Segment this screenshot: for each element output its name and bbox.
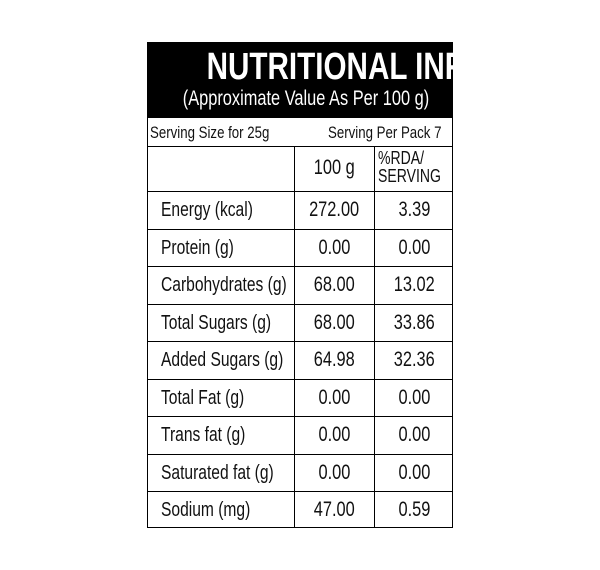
header-band: NUTRITIONAL INFORMATION (Approximate Val… bbox=[148, 43, 600, 118]
col-header-text: SERVING bbox=[378, 166, 441, 186]
rule bbox=[148, 416, 452, 417]
serving-size-text: Serving Size for 25g bbox=[150, 123, 270, 142]
value-100g-text: 0.00 bbox=[318, 235, 350, 259]
row-label-text: Added Sugars (g) bbox=[161, 349, 284, 371]
value-rda-text: 0.59 bbox=[398, 498, 430, 521]
serving-size: Serving Size for 25g bbox=[150, 121, 303, 145]
row-label: Total Sugars (g) bbox=[161, 311, 302, 335]
col-header: 100 g bbox=[294, 156, 374, 180]
value-rda: 33.86 bbox=[374, 311, 454, 335]
rule bbox=[148, 491, 452, 492]
value-100g: 68.00 bbox=[294, 273, 374, 297]
row-label-text: Trans fat (g) bbox=[161, 424, 246, 446]
value-rda: 0.00 bbox=[374, 423, 454, 447]
value-100g: 64.98 bbox=[294, 348, 374, 372]
value-rda: 0.00 bbox=[374, 461, 454, 485]
value-rda: 0.00 bbox=[374, 386, 454, 410]
row-label: Carbohydrates (g) bbox=[161, 273, 322, 297]
value-100g-text: 272.00 bbox=[308, 198, 360, 221]
row-label-text: Energy (kcal) bbox=[161, 199, 253, 221]
value-100g-text: 47.00 bbox=[313, 498, 355, 521]
value-100g: 47.00 bbox=[294, 498, 374, 522]
value-100g: 68.00 bbox=[294, 311, 374, 335]
value-100g: 0.00 bbox=[294, 423, 374, 447]
col-rule bbox=[374, 146, 375, 527]
rule bbox=[148, 453, 452, 455]
value-100g-text: 64.98 bbox=[313, 348, 355, 371]
subtitle-text: (Approximate Value As Per 100 g) bbox=[182, 87, 430, 110]
value-rda-text: 33.86 bbox=[393, 310, 435, 334]
row-label-text: Total Fat (g) bbox=[161, 386, 245, 409]
value-100g-text: 0.00 bbox=[318, 423, 350, 446]
rule bbox=[148, 228, 452, 230]
value-100g-text: 0.00 bbox=[318, 460, 350, 484]
row-label: Sodium (mg) bbox=[161, 498, 275, 522]
serving-per-pack-text: Serving Per Pack 7 bbox=[328, 123, 442, 142]
rule bbox=[148, 378, 452, 380]
col-header-text: %RDA/ bbox=[378, 148, 425, 168]
value-rda-text: 0.00 bbox=[398, 385, 430, 409]
row-label-text: Protein (g) bbox=[161, 236, 234, 259]
value-100g-text: 68.00 bbox=[313, 310, 355, 334]
col-header: SERVING bbox=[378, 166, 459, 186]
col-header: %RDA/ bbox=[378, 148, 437, 168]
rule bbox=[148, 341, 452, 342]
value-rda: 3.39 bbox=[374, 198, 454, 222]
value-rda: 0.00 bbox=[374, 236, 454, 260]
row-label-text: Sodium (mg) bbox=[161, 499, 251, 521]
value-rda: 32.36 bbox=[374, 348, 454, 372]
value-rda: 0.59 bbox=[374, 498, 454, 522]
value-rda-text: 0.00 bbox=[398, 235, 430, 259]
serving-per-pack: Serving Per Pack 7 bbox=[328, 121, 474, 145]
row-label: Trans fat (g) bbox=[161, 423, 269, 447]
row-label-text: Saturated fat (g) bbox=[161, 461, 274, 484]
nutrition-panel: NUTRITIONAL INFORMATION (Approximate Val… bbox=[147, 42, 600, 528]
value-100g-text: 68.00 bbox=[313, 273, 355, 296]
row-label: Total Fat (g) bbox=[161, 386, 268, 410]
rule bbox=[148, 303, 452, 305]
value-100g-text: 0.00 bbox=[318, 385, 350, 409]
value-100g: 0.00 bbox=[294, 461, 374, 485]
value-rda: 13.02 bbox=[374, 273, 454, 297]
row-label: Saturated fat (g) bbox=[161, 461, 306, 485]
row-label: Protein (g) bbox=[161, 236, 254, 260]
row-label-text: Total Sugars (g) bbox=[161, 311, 272, 334]
value-100g: 0.00 bbox=[294, 236, 374, 260]
col-rule bbox=[294, 146, 295, 527]
title-text: NUTRITIONAL INFORMATION bbox=[206, 46, 600, 88]
subtitle: (Approximate Value As Per 100 g) bbox=[148, 87, 452, 111]
rule bbox=[148, 191, 452, 192]
value-rda-text: 3.39 bbox=[398, 198, 430, 221]
value-rda-text: 0.00 bbox=[398, 460, 430, 484]
rule bbox=[148, 266, 452, 267]
col-header-text: 100 g bbox=[313, 156, 355, 179]
value-100g: 0.00 bbox=[294, 386, 374, 410]
row-label: Added Sugars (g) bbox=[161, 348, 318, 372]
value-rda-text: 32.36 bbox=[393, 348, 435, 371]
value-100g: 272.00 bbox=[294, 198, 374, 222]
row-label: Energy (kcal) bbox=[161, 198, 279, 222]
rule bbox=[148, 146, 452, 147]
value-rda-text: 0.00 bbox=[398, 423, 430, 446]
title: NUTRITIONAL INFORMATION bbox=[148, 45, 600, 89]
row-label-text: Carbohydrates (g) bbox=[161, 274, 287, 296]
value-rda-text: 13.02 bbox=[393, 273, 435, 296]
